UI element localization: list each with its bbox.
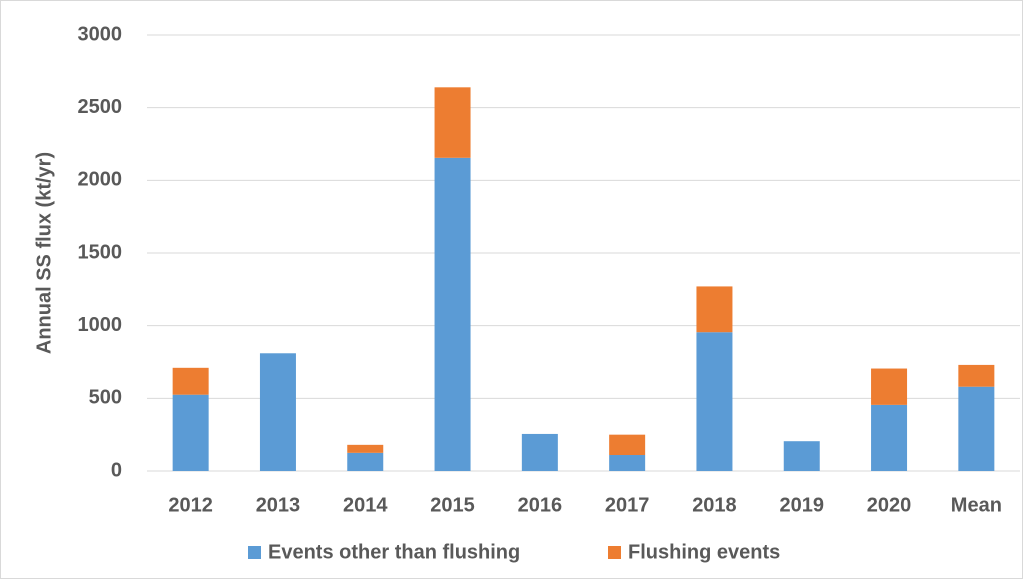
y-axis-label: Annual SS flux (kt/yr) — [33, 152, 55, 354]
x-tick-label: 2015 — [430, 494, 475, 516]
bar-segment — [696, 286, 733, 333]
x-tick-label: Mean — [951, 494, 1002, 516]
bar-segment — [783, 441, 820, 471]
bar-segment — [172, 367, 209, 395]
x-tick-label: 2020 — [867, 494, 912, 516]
bar-segment — [347, 444, 384, 453]
x-tick-label: 2016 — [518, 494, 563, 516]
x-tick-label: 2014 — [343, 494, 388, 516]
x-tick-label: 2013 — [256, 494, 301, 516]
y-tick-label: 1500 — [78, 241, 123, 263]
bar-segment — [609, 434, 646, 456]
bar-segment — [871, 404, 908, 471]
y-tick-label: 1000 — [78, 314, 123, 336]
bar-segment — [172, 394, 209, 471]
bar-segment — [434, 157, 471, 471]
y-tick-label: 2500 — [78, 96, 123, 118]
legend-label: Events other than flushing — [268, 541, 520, 563]
y-tick-label: 2000 — [78, 169, 123, 191]
bar-segment — [434, 87, 471, 158]
bar-segment — [958, 364, 995, 387]
x-tick-label: 2012 — [168, 494, 213, 516]
legend-label: Flushing events — [628, 541, 780, 563]
x-tick-label: 2017 — [605, 494, 650, 516]
bar-segment — [259, 353, 296, 471]
legend-swatch — [248, 546, 261, 559]
bar-segment — [521, 433, 558, 471]
bar-segment — [609, 455, 646, 471]
x-tick-label: 2019 — [780, 494, 825, 516]
bar-segment — [871, 368, 908, 405]
x-tick-label: 2018 — [692, 494, 737, 516]
bar-segment — [347, 452, 384, 471]
bar-segment — [696, 332, 733, 471]
bar-segment — [958, 386, 995, 471]
y-tick-label: 500 — [89, 387, 122, 409]
y-tick-label: 3000 — [78, 23, 123, 45]
y-tick-label: 0 — [111, 459, 122, 481]
legend-swatch — [608, 546, 621, 559]
